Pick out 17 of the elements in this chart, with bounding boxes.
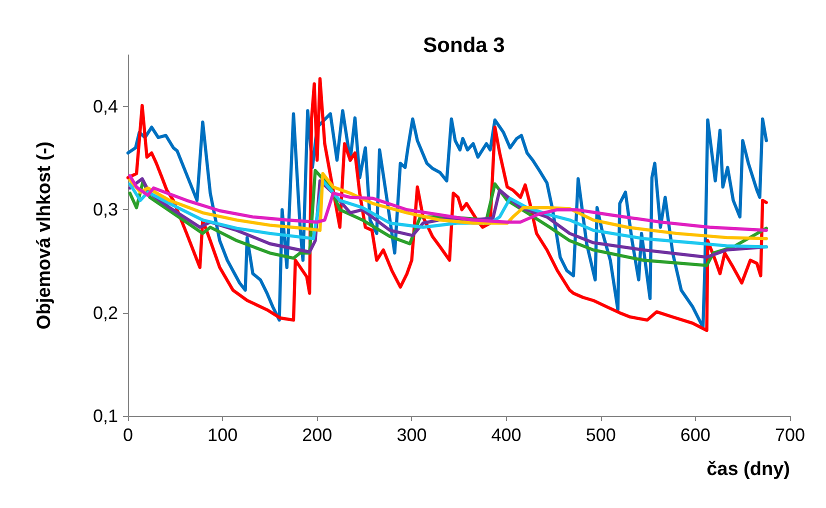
y-tick-label: 0,2 (92, 302, 118, 323)
line-series (128, 174, 768, 232)
x-tick-label: 700 (774, 425, 806, 445)
x-tick-label: 0 (122, 425, 134, 445)
line-series (128, 172, 768, 240)
x-tick-label: 400 (491, 425, 522, 445)
x-tick-label: 300 (396, 425, 427, 445)
x-tick-label: 100 (208, 425, 238, 445)
y-tick-label: 0,3 (92, 200, 118, 220)
chart-title: Sonda 3 (423, 34, 505, 57)
x-tick-label: 500 (586, 425, 616, 445)
y-axis-title: Objemová vlhkost (-) (34, 142, 55, 330)
x-axis-title: čas (dny) (706, 459, 790, 480)
y-tick-label: 0,1 (92, 406, 118, 426)
x-tick-label: 200 (302, 425, 332, 445)
y-tick-label: 0,4 (92, 96, 118, 117)
x-tick-label: 600 (680, 425, 710, 445)
